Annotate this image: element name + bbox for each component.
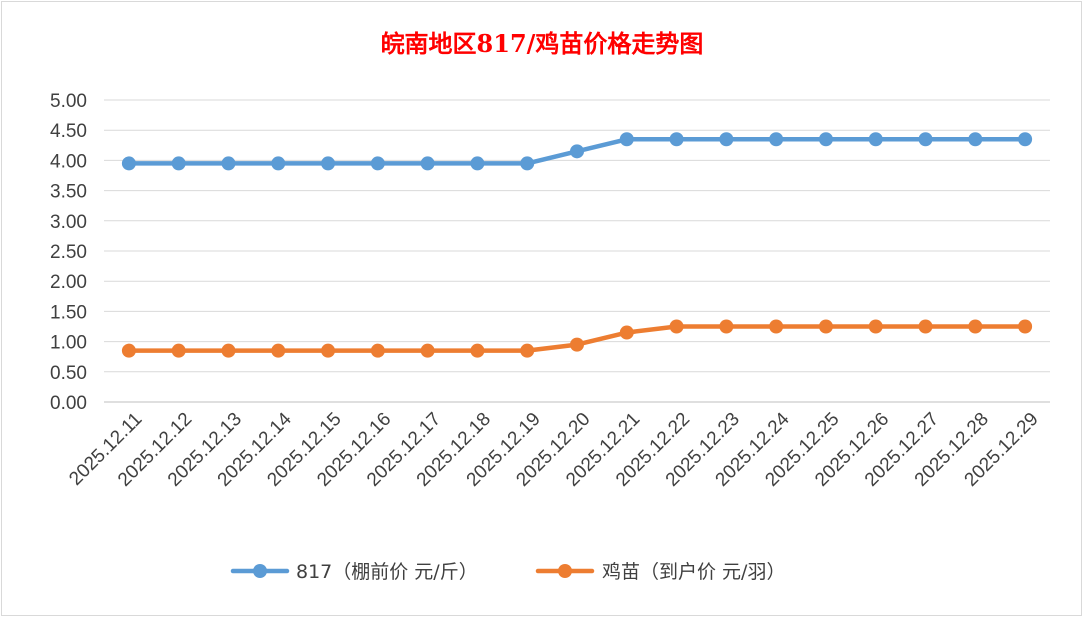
data-point [470,343,485,358]
series-0 [121,132,1033,171]
data-point [719,132,734,147]
y-tick-label: 4.00 [50,151,87,172]
data-point [221,343,236,358]
data-point [1018,132,1033,147]
data-point [121,156,136,171]
data-point [570,337,584,352]
data-point [171,156,186,171]
data-point [669,132,684,147]
y-tick-label: 4.50 [50,121,87,142]
data-point [420,156,435,171]
data-point [918,132,933,147]
data-point [370,156,385,171]
y-tick-label: 0.00 [50,393,87,414]
series-layer [121,132,1033,358]
data-point [968,319,983,334]
y-tick-label: 2.50 [50,242,87,263]
data-point [321,156,336,171]
y-tick-label: 5.00 [50,91,87,112]
data-point [470,156,485,171]
legend-item-0: 817（棚前价 元/斤） [230,561,478,583]
y-axis-ticks: 0.00 0.50 1.00 1.50 2.00 2.50 3.00 3.50 4.00 4.50… [50,91,87,414]
data-point [868,132,883,147]
data-point [1018,319,1033,334]
series-1 [121,319,1033,358]
data-point [769,132,784,147]
y-tick-label: 3.00 [50,212,87,233]
data-point [370,343,385,358]
data-point [619,132,634,147]
data-point [520,156,535,171]
data-point [818,132,833,147]
y-tick-label: 3.50 [50,182,87,203]
y-tick-label: 2.00 [50,272,87,293]
y-tick-label: 1.00 [50,333,87,354]
data-point [818,319,833,334]
data-point [619,325,634,340]
data-point [570,144,584,159]
y-tick-label: 1.50 [50,302,87,323]
data-point [968,132,983,147]
data-point [271,156,286,171]
legend-label: 817（棚前价 元/斤） [296,561,478,583]
data-point [520,343,535,358]
y-tick-label: 0.50 [50,363,87,384]
legend-point-marker [558,564,572,578]
data-point [868,319,883,334]
data-point [769,319,784,334]
data-point [221,156,236,171]
data-point [420,343,435,358]
data-point [171,343,186,358]
data-point [719,319,734,334]
data-point [669,319,684,334]
grid-lines [104,99,1050,403]
legend-point-marker [253,564,267,578]
data-point [918,319,933,334]
data-point [321,343,336,358]
x-axis-ticks: 2025.12.112025.12.122025.12.132025.12.14… [65,408,1042,490]
legend-label: 鸡苗（到户价 元/羽） [602,561,785,583]
legend: 817（棚前价 元/斤） 鸡苗（到户价 元/羽） [230,561,785,583]
data-point [271,343,286,358]
data-point [121,343,136,358]
chart-title: 皖南地区817/鸡苗价格走势图 [381,29,704,58]
legend-item-1: 鸡苗（到户价 元/羽） [535,561,785,583]
